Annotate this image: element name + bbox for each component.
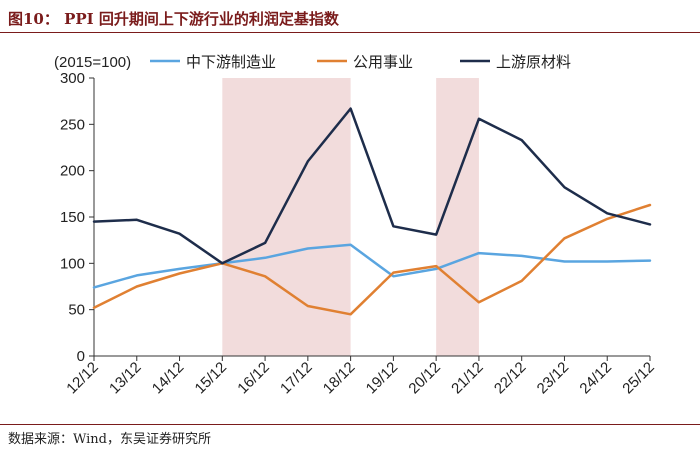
y-tick-label: 200 (60, 163, 85, 180)
legend-label: 公用事业 (353, 53, 413, 71)
x-tick-label: 21/12 (448, 359, 487, 398)
y-tick-label: 50 (68, 302, 85, 319)
x-tick-label: 24/12 (576, 359, 615, 398)
footer-divider (0, 424, 700, 425)
unit-label: (2015=100) (54, 54, 131, 71)
x-tick-label: 22/12 (491, 359, 530, 398)
y-tick-label: 250 (60, 116, 85, 133)
series-line-3 (92, 107, 652, 265)
shaded-period-1 (222, 78, 351, 356)
legend-label: 上游原材料 (496, 53, 571, 71)
series-line-1 (92, 243, 652, 289)
source-note: 数据来源：Wind，东吴证券研究所 (8, 432, 211, 447)
x-tick-label: 19/12 (363, 359, 402, 398)
legend-label: 中下游制造业 (186, 53, 276, 71)
title-divider (0, 32, 700, 33)
x-tick-label: 20/12 (405, 359, 444, 398)
x-tick-label: 17/12 (277, 359, 316, 398)
x-tick-label: 25/12 (619, 359, 658, 398)
x-tick-label: 18/12 (320, 359, 359, 398)
y-tick-label: 0 (77, 348, 85, 365)
x-tick-label: 14/12 (149, 359, 188, 398)
x-tick-label: 23/12 (534, 359, 573, 398)
x-tick-label: 13/12 (106, 359, 145, 398)
x-tick-label: 16/12 (234, 359, 273, 398)
y-tick-label: 300 (60, 70, 85, 87)
series-line-2 (92, 203, 652, 316)
figure-title: 图10： PPI 回升期间上下游行业的利润定基指数 (8, 10, 339, 28)
x-tick-label: 15/12 (192, 359, 231, 398)
y-tick-label: 150 (60, 209, 85, 226)
y-tick-label: 100 (60, 255, 85, 272)
title-bar: 图10： PPI 回升期间上下游行业的利润定基指数 (0, 0, 700, 34)
